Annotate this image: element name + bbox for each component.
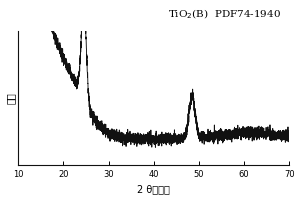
Y-axis label: 强度: 强度 xyxy=(6,92,16,104)
Text: TiO$_2$(B)  PDF74-1940: TiO$_2$(B) PDF74-1940 xyxy=(168,7,281,21)
X-axis label: 2 θ（度）: 2 θ（度） xyxy=(137,184,170,194)
